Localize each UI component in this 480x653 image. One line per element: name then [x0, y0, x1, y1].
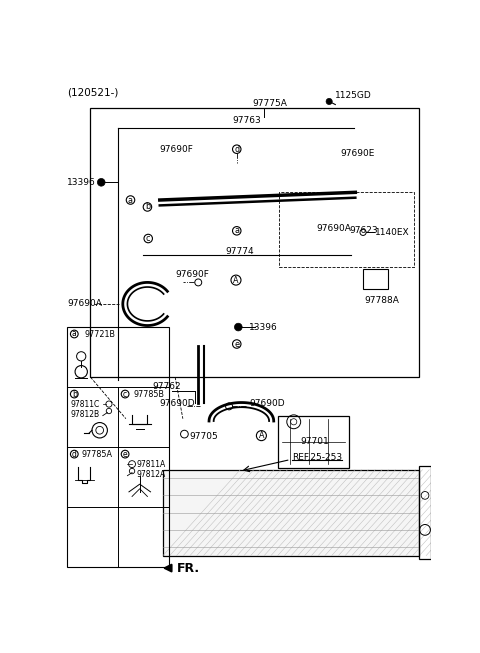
Text: 97623: 97623 [349, 227, 378, 235]
Bar [419, 466, 431, 559]
Text: a: a [234, 227, 239, 235]
Text: c: c [123, 390, 127, 398]
Text: a: a [128, 195, 133, 204]
Text: c: c [146, 234, 150, 243]
Text: b: b [72, 390, 77, 398]
Text: d: d [72, 450, 77, 458]
Text: 97690F: 97690F [160, 145, 193, 153]
Text: 97763: 97763 [232, 116, 261, 125]
Text: A: A [259, 431, 264, 440]
Text: b: b [145, 202, 150, 212]
Text: 97812B: 97812B [71, 409, 99, 419]
Text: 97785A: 97785A [82, 450, 113, 458]
Bar [278, 415, 349, 468]
Circle shape [234, 323, 242, 331]
Text: e: e [123, 450, 127, 458]
Text: 97785B: 97785B [133, 390, 165, 398]
Text: 97690D: 97690D [160, 399, 195, 408]
Text: 1125GD: 1125GD [335, 91, 372, 100]
Text: (120521-): (120521-) [67, 88, 119, 97]
Text: 97774: 97774 [225, 247, 254, 256]
Text: 97811C: 97811C [71, 400, 100, 409]
Text: 97788A: 97788A [365, 296, 399, 304]
Text: FR.: FR. [177, 562, 200, 575]
Circle shape [326, 99, 332, 104]
Text: 97775A: 97775A [252, 99, 287, 108]
Circle shape [97, 178, 105, 186]
Bar [363, 269, 388, 289]
Text: 97762: 97762 [152, 382, 180, 391]
Bar [279, 193, 414, 267]
Bar [90, 108, 419, 377]
Text: 97811A: 97811A [137, 460, 166, 469]
Text: 97701: 97701 [300, 438, 329, 446]
Bar [163, 470, 419, 556]
Text: a: a [72, 330, 77, 338]
Text: 13396: 13396 [249, 323, 278, 332]
Text: 97721B: 97721B [84, 330, 115, 340]
Text: 97690A: 97690A [317, 224, 352, 233]
Text: REF.25-253: REF.25-253 [292, 453, 342, 462]
Text: e: e [234, 340, 239, 349]
Text: 97705: 97705 [189, 432, 218, 441]
Text: d: d [234, 145, 240, 153]
Text: 1140EX: 1140EX [375, 228, 410, 237]
Text: 13396: 13396 [67, 178, 96, 187]
Text: 97690A: 97690A [67, 300, 102, 308]
Text: 97690D: 97690D [249, 399, 285, 408]
Text: 97690F: 97690F [175, 270, 209, 279]
Text: 97690E: 97690E [340, 150, 374, 158]
Text: A: A [233, 276, 239, 285]
Bar [67, 327, 169, 567]
Text: 97812A: 97812A [137, 470, 166, 479]
